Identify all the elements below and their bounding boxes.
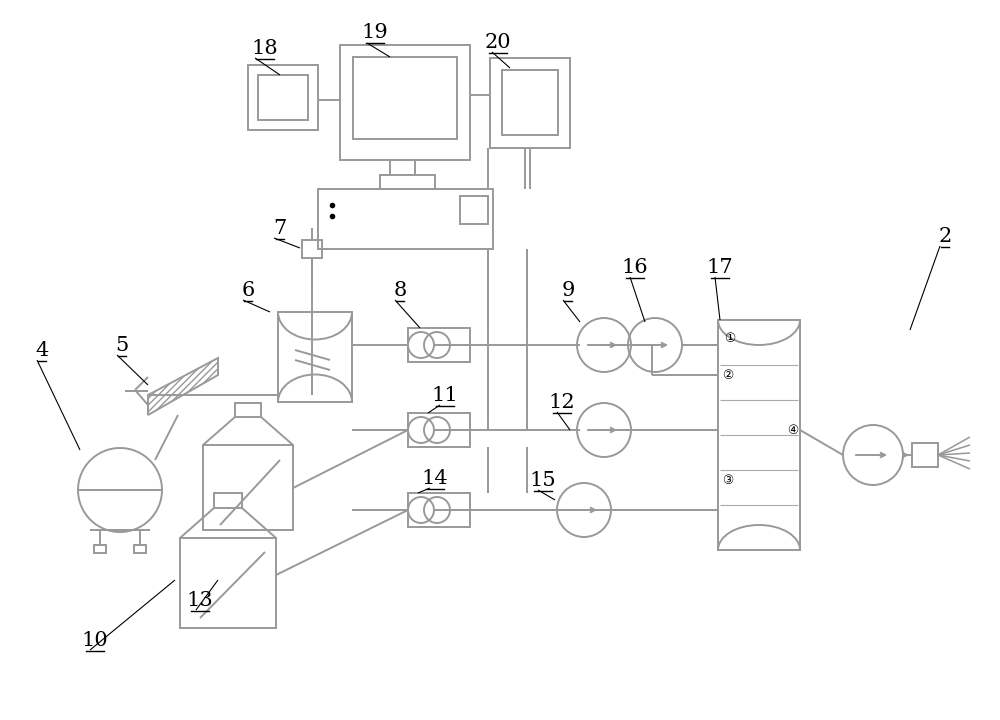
Text: 17: 17	[707, 258, 733, 276]
Bar	[912, 443, 938, 467]
Text: 2: 2	[938, 227, 952, 246]
Text: 20: 20	[485, 32, 511, 52]
Text: 11: 11	[432, 385, 458, 405]
Text: 15: 15	[530, 470, 556, 490]
Bar	[408, 493, 470, 527]
Bar	[203, 445, 293, 530]
Text: 19: 19	[362, 22, 388, 42]
Text: 14: 14	[422, 469, 448, 487]
Bar	[235, 403, 261, 417]
Bar	[380, 175, 435, 189]
Bar	[353, 57, 457, 139]
Bar	[318, 189, 493, 249]
Text: 16: 16	[622, 258, 648, 276]
Bar	[278, 312, 352, 402]
Text: 7: 7	[273, 218, 287, 238]
Bar	[340, 45, 470, 160]
Text: 5: 5	[115, 336, 129, 354]
Bar	[134, 545, 146, 553]
Bar	[302, 240, 322, 258]
Text: 8: 8	[393, 281, 407, 300]
Text: ④: ④	[787, 423, 799, 436]
Text: 6: 6	[241, 281, 255, 300]
Bar	[408, 328, 470, 362]
Bar	[214, 493, 242, 508]
Bar	[248, 65, 318, 130]
Text: 10: 10	[82, 631, 108, 649]
Text: ③: ③	[722, 474, 734, 487]
Bar	[258, 75, 308, 120]
Bar	[718, 320, 800, 550]
Text: ①: ①	[724, 331, 736, 344]
Bar	[408, 413, 470, 447]
Text: 4: 4	[35, 341, 49, 359]
Bar	[460, 196, 488, 224]
Text: 12: 12	[549, 392, 575, 412]
Bar	[94, 545, 106, 553]
Bar	[490, 58, 570, 148]
Bar	[502, 70, 558, 135]
Text: 13: 13	[187, 590, 213, 610]
Bar	[180, 538, 276, 628]
Text: 9: 9	[561, 281, 575, 300]
Text: 18: 18	[252, 38, 278, 58]
Text: ②: ②	[722, 369, 734, 382]
